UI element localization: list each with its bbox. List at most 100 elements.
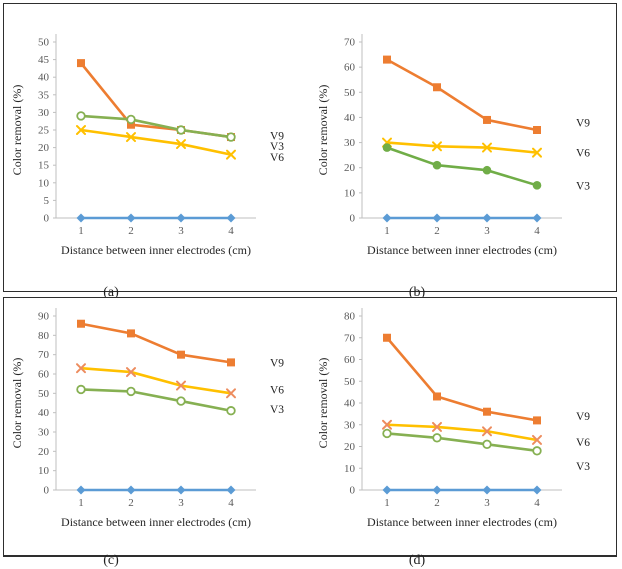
- chart-panel-a: 0 5 10 15 20 25 30 35 40 45 50 1 2 3 4 Color removal (%…: [4, 4, 310, 300]
- chart-panel-b: 0 10 20 30 40 50 60 70 1 2 3 4 Color removal (%) Dist…: [310, 4, 616, 300]
- marker-diamond: [76, 485, 86, 495]
- marker-circle-filled: [482, 165, 492, 175]
- series-label: V6: [270, 152, 284, 164]
- chart-panel-d: 0 10 20 30 40 50 60 70 80 1 2 3 4 Color removal (%) Di…: [310, 298, 616, 568]
- series-line: [80, 366, 232, 395]
- marker-square: [77, 59, 85, 68]
- marker-diamond: [482, 213, 492, 223]
- y-tick-label: 10: [38, 465, 50, 477]
- chart-b: 0 10 20 30 40 50 60 70 1 2 3 4 Color removal (%) Dist…: [316, 34, 590, 257]
- series-label: V6: [576, 148, 590, 160]
- series-baseline: [76, 485, 236, 495]
- series-line: [80, 388, 232, 413]
- marker-x: [432, 141, 442, 152]
- y-tick-label: 60: [38, 369, 50, 381]
- marker-x: [532, 147, 542, 158]
- series-line: [386, 423, 538, 442]
- marker-circle-filled: [532, 181, 542, 190]
- series-line: [386, 58, 538, 132]
- series-V3: V3: [382, 143, 590, 192]
- marker-x: [126, 132, 136, 143]
- marker-circle-filled: [382, 143, 392, 152]
- y-tick-label: 25: [38, 125, 50, 137]
- series-line: [386, 141, 538, 154]
- marker-circle-open: [126, 114, 136, 125]
- chart-caption-d: (d): [408, 553, 426, 568]
- marker-diamond: [382, 213, 392, 223]
- x-tick-label: 2: [434, 497, 440, 509]
- marker-circle-open: [382, 428, 392, 439]
- y-tick-label: 30: [344, 419, 356, 431]
- y-tick-label: 20: [38, 446, 50, 458]
- marker-circle-filled: [432, 160, 442, 170]
- chart-a: 0 5 10 15 20 25 30 35 40 45 50 1 2 3 4 Color removal (%…: [10, 34, 284, 257]
- y-tick-label: 30: [38, 107, 50, 119]
- series-line: [80, 114, 232, 139]
- y-tick-label: 5: [44, 195, 50, 207]
- y-tick-label: 70: [38, 349, 50, 361]
- y-tick-label: 40: [344, 112, 356, 124]
- series-label: V9: [270, 130, 284, 142]
- y-tick-label: 80: [344, 311, 356, 323]
- marker-x: [432, 421, 442, 432]
- marker-circle-open: [482, 439, 492, 450]
- y-tick-label: 90: [38, 311, 50, 323]
- marker-square: [227, 358, 235, 367]
- marker-x: [226, 149, 236, 160]
- y-tick-label: 0: [44, 213, 50, 225]
- marker-x: [176, 139, 186, 150]
- x-tick-label: 1: [78, 497, 84, 509]
- marker-diamond: [432, 485, 442, 495]
- x-tick-label: 3: [178, 497, 184, 509]
- y-tick-label: 50: [344, 376, 356, 388]
- marker-diamond: [532, 485, 542, 495]
- series-line: [80, 322, 232, 364]
- series-label: V9: [576, 411, 590, 423]
- y-tick-label: 30: [38, 427, 50, 439]
- marker-x: [382, 419, 392, 430]
- marker-diamond: [76, 213, 86, 223]
- y-axis-title: Color removal (%): [10, 85, 24, 176]
- marker-x: [176, 380, 186, 391]
- series-V3: V3: [76, 384, 284, 416]
- marker-circle-open: [76, 111, 86, 121]
- chart-caption-b: (b): [408, 285, 426, 300]
- marker-square: [383, 55, 391, 64]
- x-tick-label: 2: [434, 225, 440, 237]
- series-label: V3: [576, 461, 590, 473]
- marker-diamond: [176, 485, 186, 495]
- series-V9: V9: [383, 55, 590, 134]
- series-V3: V3: [76, 111, 284, 153]
- marker-circle-open: [432, 433, 442, 443]
- y-tick-label: 45: [38, 54, 50, 66]
- marker-square: [533, 126, 541, 134]
- series-V6: V6: [76, 363, 284, 399]
- marker-diamond: [482, 485, 492, 495]
- y-tick-label: 0: [44, 485, 50, 497]
- marker-square: [177, 350, 185, 359]
- marker-x: [76, 125, 86, 135]
- series-line: [386, 432, 538, 453]
- marker-square: [127, 120, 135, 129]
- marker-diamond: [176, 213, 186, 223]
- marker-circle-open: [126, 386, 136, 397]
- marker-circle-open: [176, 125, 186, 135]
- series-label: V6: [270, 384, 284, 396]
- y-tick-label: 0: [350, 485, 356, 497]
- series-V6: V6: [382, 419, 590, 449]
- series-baseline: [382, 213, 542, 223]
- marker-diamond: [532, 213, 542, 223]
- marker-circle-open: [76, 384, 86, 395]
- chart-panel-c: 0 10 20 30 40 50 60 70 80 90 1 2 3 4 Color removal (%)…: [4, 298, 310, 568]
- y-tick-label: 50: [38, 37, 50, 49]
- y-tick-label: 0: [350, 213, 356, 225]
- series-label: V9: [576, 117, 590, 129]
- y-tick-label: 30: [344, 137, 356, 149]
- marker-diamond: [432, 213, 442, 223]
- y-tick-label: 20: [38, 142, 50, 154]
- marker-x: [532, 434, 542, 445]
- y-tick-label: 15: [38, 160, 50, 172]
- series-line: [386, 146, 538, 187]
- x-axis-title: Distance between inner electrodes (cm): [61, 515, 251, 529]
- chart-caption-c: (c): [103, 553, 119, 568]
